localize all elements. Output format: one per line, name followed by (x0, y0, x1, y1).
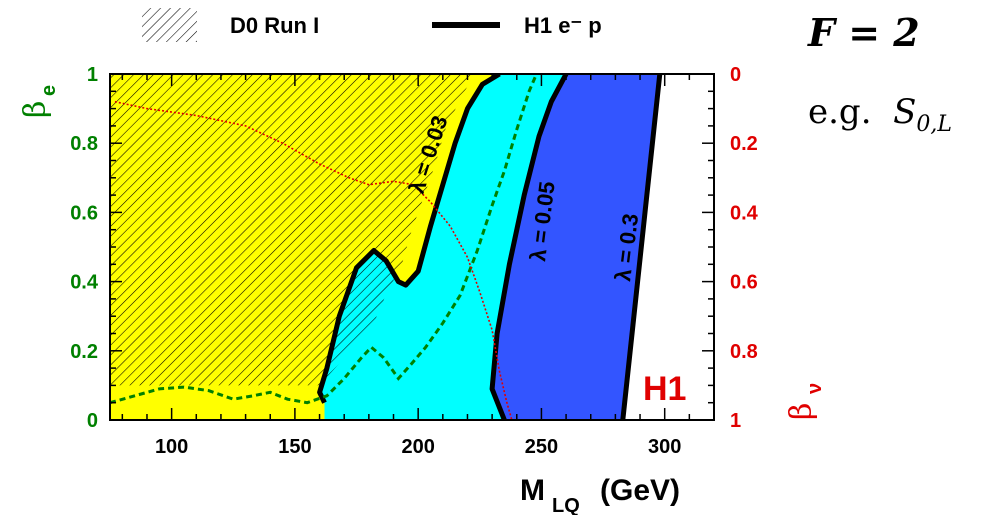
y-right-tick-label: 0.2 (730, 133, 758, 155)
x-axis-title: M LQ (GeV) (520, 474, 680, 515)
x-tick-label: 250 (525, 436, 558, 458)
x-tick-label: 100 (155, 436, 188, 458)
axis-ticks: 100 150 200 250 300 0 0.2 0.4 0.6 0.8 1 1 0.8 0.6 0.4 0… (70, 64, 758, 458)
x-axis-title-main: M (520, 474, 545, 507)
region-not-excluded (622, 74, 714, 420)
beta-e-curve (110, 74, 538, 405)
y-left-tick-label: 0 (87, 410, 98, 432)
y-right-title-sub: ν (804, 383, 826, 394)
x-tick-label: 200 (401, 436, 434, 458)
plot-curves (110, 74, 663, 420)
legend-label-h1: H1 e⁻ p (524, 13, 602, 38)
x-axis-title-sub: LQ (552, 495, 580, 515)
y-left-tick-label: 0.8 (70, 133, 98, 155)
y-left-axis-title: β e (18, 85, 60, 118)
lambda-0-05-boundary (489, 74, 569, 420)
y-left-tick-label: 1 (87, 64, 98, 86)
lambda-0-03-boundary (317, 74, 501, 404)
x-axis-title-unit: (GeV) (600, 474, 680, 507)
x-tick-label: 150 (278, 436, 311, 458)
beta-nu-curve (114, 100, 513, 420)
y-left-tick-label: 0.4 (70, 272, 99, 294)
legend: D0 Run I H1 e⁻ p (142, 8, 602, 42)
example-leptoquark-label: e.g. S0,L (808, 92, 953, 137)
y-right-tick-label: 0.4 (730, 202, 759, 224)
plot-regions (110, 74, 714, 420)
y-left-title-sub: e (38, 85, 60, 96)
x-tick-label: 300 (648, 436, 681, 458)
region-d0-run-i-excluded (110, 74, 475, 386)
y-right-title-main: β (784, 403, 819, 420)
lambda-0-3-boundary (620, 74, 663, 420)
y-left-tick-label: 0.2 (70, 341, 98, 363)
y-right-tick-label: 0 (730, 64, 741, 86)
y-right-axis-title: β ν (784, 383, 826, 420)
legend-swatch-hatched (142, 8, 197, 42)
y-right-tick-label: 0.8 (730, 341, 758, 363)
legend-label-d0: D0 Run I (230, 13, 319, 38)
coupling-f-label: F = 2 (808, 10, 920, 55)
y-right-tick-label: 0.6 (730, 272, 758, 294)
region-lambda-0-03-to-0-05 (319, 74, 567, 420)
y-right-tick-label: 1 (730, 410, 741, 432)
experiment-label: H1 (643, 370, 686, 408)
y-left-title-main: β (18, 101, 53, 118)
y-left-tick-label: 0.6 (70, 202, 98, 224)
